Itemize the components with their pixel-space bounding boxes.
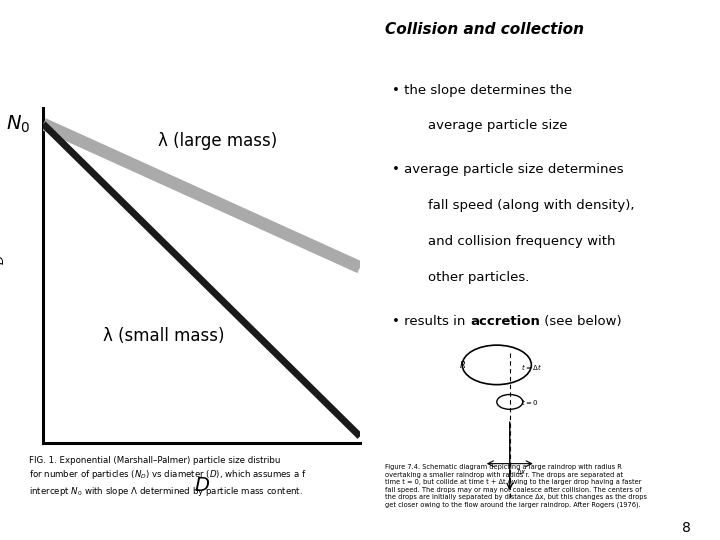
Text: Collision and collection: Collision and collection (385, 22, 584, 37)
Text: other particles.: other particles. (428, 271, 530, 284)
Text: average particle size: average particle size (428, 119, 568, 132)
Text: λ (large mass): λ (large mass) (158, 132, 277, 151)
Text: $t=\Delta t$: $t=\Delta t$ (521, 362, 541, 373)
Text: λ (small mass): λ (small mass) (103, 327, 225, 345)
Text: $N_0$: $N_0$ (6, 113, 30, 134)
Text: and collision frequency with: and collision frequency with (428, 235, 616, 248)
Text: ln $N_D$: ln $N_D$ (0, 254, 6, 297)
Text: • results in: • results in (392, 315, 470, 328)
Text: 8: 8 (683, 521, 691, 535)
Text: $t=0$: $t=0$ (521, 397, 538, 407)
Text: • the slope determines the: • the slope determines the (392, 84, 572, 97)
Text: (see below): (see below) (540, 315, 621, 328)
Text: • average particle size determines: • average particle size determines (392, 164, 624, 177)
Text: $R$: $R$ (459, 360, 466, 370)
Text: $\Delta x$: $\Delta x$ (516, 467, 527, 476)
Text: $D$: $D$ (194, 476, 210, 495)
Text: Figure 7.4. Schematic diagram depicting a large raindrop with radius R
overtakin: Figure 7.4. Schematic diagram depicting … (385, 464, 647, 508)
Text: FIG. 1. Exponential (Marshall–Palmer) particle size distribu
for number of parti: FIG. 1. Exponential (Marshall–Palmer) pa… (29, 456, 306, 497)
Text: fall speed (along with density),: fall speed (along with density), (428, 199, 635, 212)
Text: accretion: accretion (470, 315, 540, 328)
